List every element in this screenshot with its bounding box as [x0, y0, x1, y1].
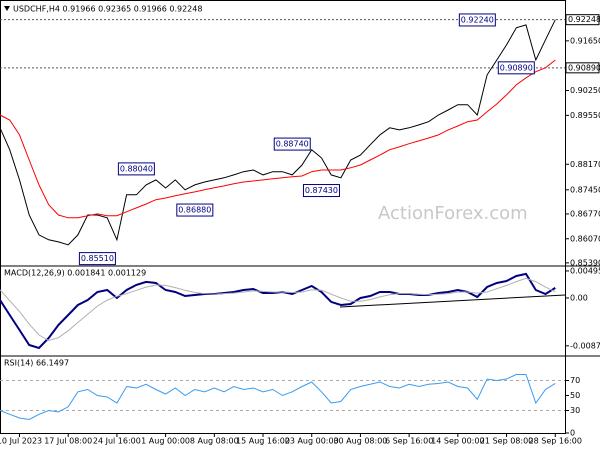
watermark: ActionForex.com [378, 203, 528, 224]
annotation-box [117, 162, 155, 176]
annotation-box [176, 203, 214, 217]
x-tick-label: 14 Sep 00:00 [431, 437, 484, 446]
y-tick-label: 0.91650 [570, 36, 600, 45]
series-line [0, 277, 556, 342]
annotation-label: 0.85510 [81, 254, 114, 263]
trend-line [339, 294, 566, 308]
y-tick-label: 0.89550 [570, 111, 600, 120]
annotation-box [78, 252, 116, 266]
x-tick-label: 1 Aug 00:00 [141, 437, 190, 446]
y-tick-label: 70 [570, 376, 580, 385]
y-tick-label: 0.86070 [570, 234, 600, 243]
annotation-label: 0.88740 [276, 140, 309, 149]
x-tick-label: 15 Aug 16:00 [236, 437, 290, 446]
annotation-label: 0.90890 [500, 63, 533, 72]
annotation-label: 0.86880 [178, 206, 211, 215]
x-tick-label: 6 Sep 16:00 [385, 437, 433, 446]
x-tick-label: 28 Sep 16:00 [529, 437, 582, 446]
y-tick-label: 0.90250 [570, 86, 600, 95]
price-label-box [565, 62, 600, 74]
x-tick-label: 24 Jul 16:00 [93, 437, 141, 446]
series-line [0, 374, 556, 421]
x-tick-label: 8 Aug 08:00 [190, 437, 239, 446]
x-tick-label: 23 Aug 00:00 [285, 437, 339, 446]
x-tick-label: 30 Aug 08:00 [333, 437, 387, 446]
price-label: 0.92248 [568, 15, 600, 24]
y-tick-label: 0.87450 [570, 185, 600, 194]
y-tick-label: 0.004959 [570, 266, 600, 275]
y-tick-label: 0.88170 [570, 160, 600, 169]
y-tick-label: 0.00 [570, 293, 588, 302]
price-label: 0.90890 [568, 63, 600, 72]
annotation-box [302, 184, 340, 198]
panel-title: RSI(14) 66.1497 [4, 359, 69, 368]
panel-title: USDCHF,H4 0.91966 0.92365 0.91966 0.9224… [13, 5, 202, 14]
y-tick-label: 30 [570, 406, 580, 415]
annotation-label: 0.92240 [461, 15, 494, 24]
frame [0, 0, 566, 434]
annotation-label: 0.87430 [305, 186, 338, 195]
annotation-box [458, 13, 496, 27]
price-label-box [565, 14, 600, 26]
y-tick-label: 0.85390 [570, 258, 600, 267]
x-tick-label: 17 Jul 08:00 [44, 437, 92, 446]
symbol-arrow [4, 6, 10, 11]
y-tick-label: 50 [570, 391, 580, 400]
series-line [0, 59, 556, 219]
y-tick-label: 0.86770 [570, 209, 600, 218]
panel-title: MACD(12,26,9) 0.001841 0.001129 [4, 269, 146, 278]
x-tick-label: 21 Sep 08:00 [480, 437, 533, 446]
y-tick-label: 0 [570, 429, 575, 438]
y-tick-label: -0.008785 [570, 341, 600, 350]
annotation-box [273, 137, 311, 151]
series-line [0, 272, 556, 350]
annotation-box [497, 61, 535, 75]
x-tick-label: 10 Jul 2023 [0, 437, 42, 446]
annotation-label: 0.88040 [120, 164, 153, 173]
